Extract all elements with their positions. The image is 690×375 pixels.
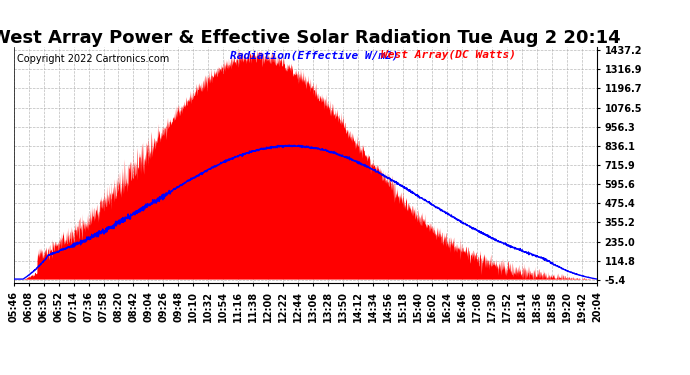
Text: West Array(DC Watts): West Array(DC Watts) [381,50,516,60]
Text: Radiation(Effective W/m2): Radiation(Effective W/m2) [230,50,398,60]
Title: West Array Power & Effective Solar Radiation Tue Aug 2 20:14: West Array Power & Effective Solar Radia… [0,29,620,47]
Text: Copyright 2022 Cartronics.com: Copyright 2022 Cartronics.com [17,54,170,64]
